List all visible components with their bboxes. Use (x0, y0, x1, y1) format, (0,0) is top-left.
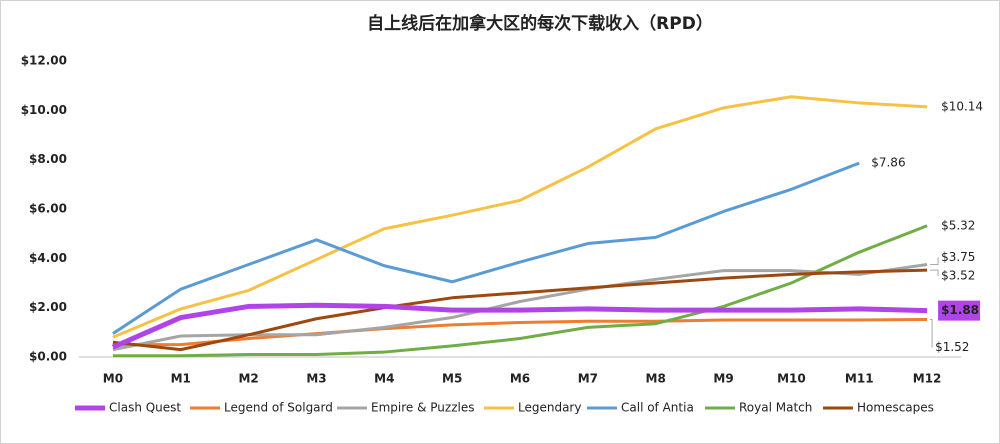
legend-label: Legendary (518, 401, 581, 415)
data-label: $3.75 (941, 250, 975, 264)
x-tick-label: M8 (646, 372, 666, 386)
legend-label: Royal Match (739, 401, 812, 415)
x-tick-label: M6 (510, 372, 530, 386)
line (112, 95, 928, 339)
line (111, 302, 928, 350)
x-tick-label: M2 (238, 372, 258, 386)
series: $10.14 (112, 95, 983, 339)
line (112, 318, 928, 347)
y-tick-label: $8.00 (29, 152, 67, 166)
data-label: $1.52 (935, 340, 969, 354)
data-label: $7.86 (871, 156, 905, 170)
leader-line (930, 257, 939, 265)
data-label: $10.14 (941, 99, 983, 113)
label-box (938, 300, 981, 321)
legend-label: Empire & Puzzles (371, 401, 474, 415)
series: $5.32 (112, 218, 975, 358)
y-tick-label: $2.00 (29, 300, 67, 314)
x-tick-label: M7 (578, 372, 598, 386)
x-tick-label: M1 (171, 372, 191, 386)
x-tick-label: M9 (713, 372, 733, 386)
series: $3.52 (112, 268, 975, 352)
line (112, 268, 928, 352)
series: $1.88 (111, 300, 981, 350)
y-tick-label: $4.00 (29, 251, 67, 265)
y-tick-label: $12.00 (21, 54, 67, 68)
data-label: $5.32 (941, 218, 975, 232)
data-label: $1.88 (941, 303, 979, 317)
data-label: $3.52 (941, 269, 975, 283)
legend-label: Clash Quest (109, 401, 181, 415)
chart-title: 自上线后在加拿大区的每次下载收入（RPD） (367, 13, 713, 34)
y-tick-label: $0.00 (29, 350, 67, 364)
x-tick-label: M0 (103, 372, 123, 386)
x-tick-label: M5 (442, 372, 462, 386)
x-tick-label: M11 (845, 372, 874, 386)
leader-line (930, 319, 933, 348)
line (112, 161, 860, 335)
series: $1.52 (112, 318, 969, 354)
legend-label: Homescapes (857, 401, 934, 415)
x-tick-label: M10 (777, 372, 806, 386)
line (112, 224, 928, 358)
y-tick-label: $10.00 (21, 103, 67, 117)
legend-label: Legend of Solgard (224, 401, 333, 415)
leader-line (930, 269, 939, 277)
series: $7.86 (112, 156, 906, 335)
legend-label: Call of Antia (621, 401, 694, 415)
y-tick-label: $6.00 (29, 202, 67, 216)
x-tick-label: M12 (913, 372, 942, 386)
x-tick-label: M4 (374, 372, 394, 386)
x-tick-label: M3 (306, 372, 326, 386)
